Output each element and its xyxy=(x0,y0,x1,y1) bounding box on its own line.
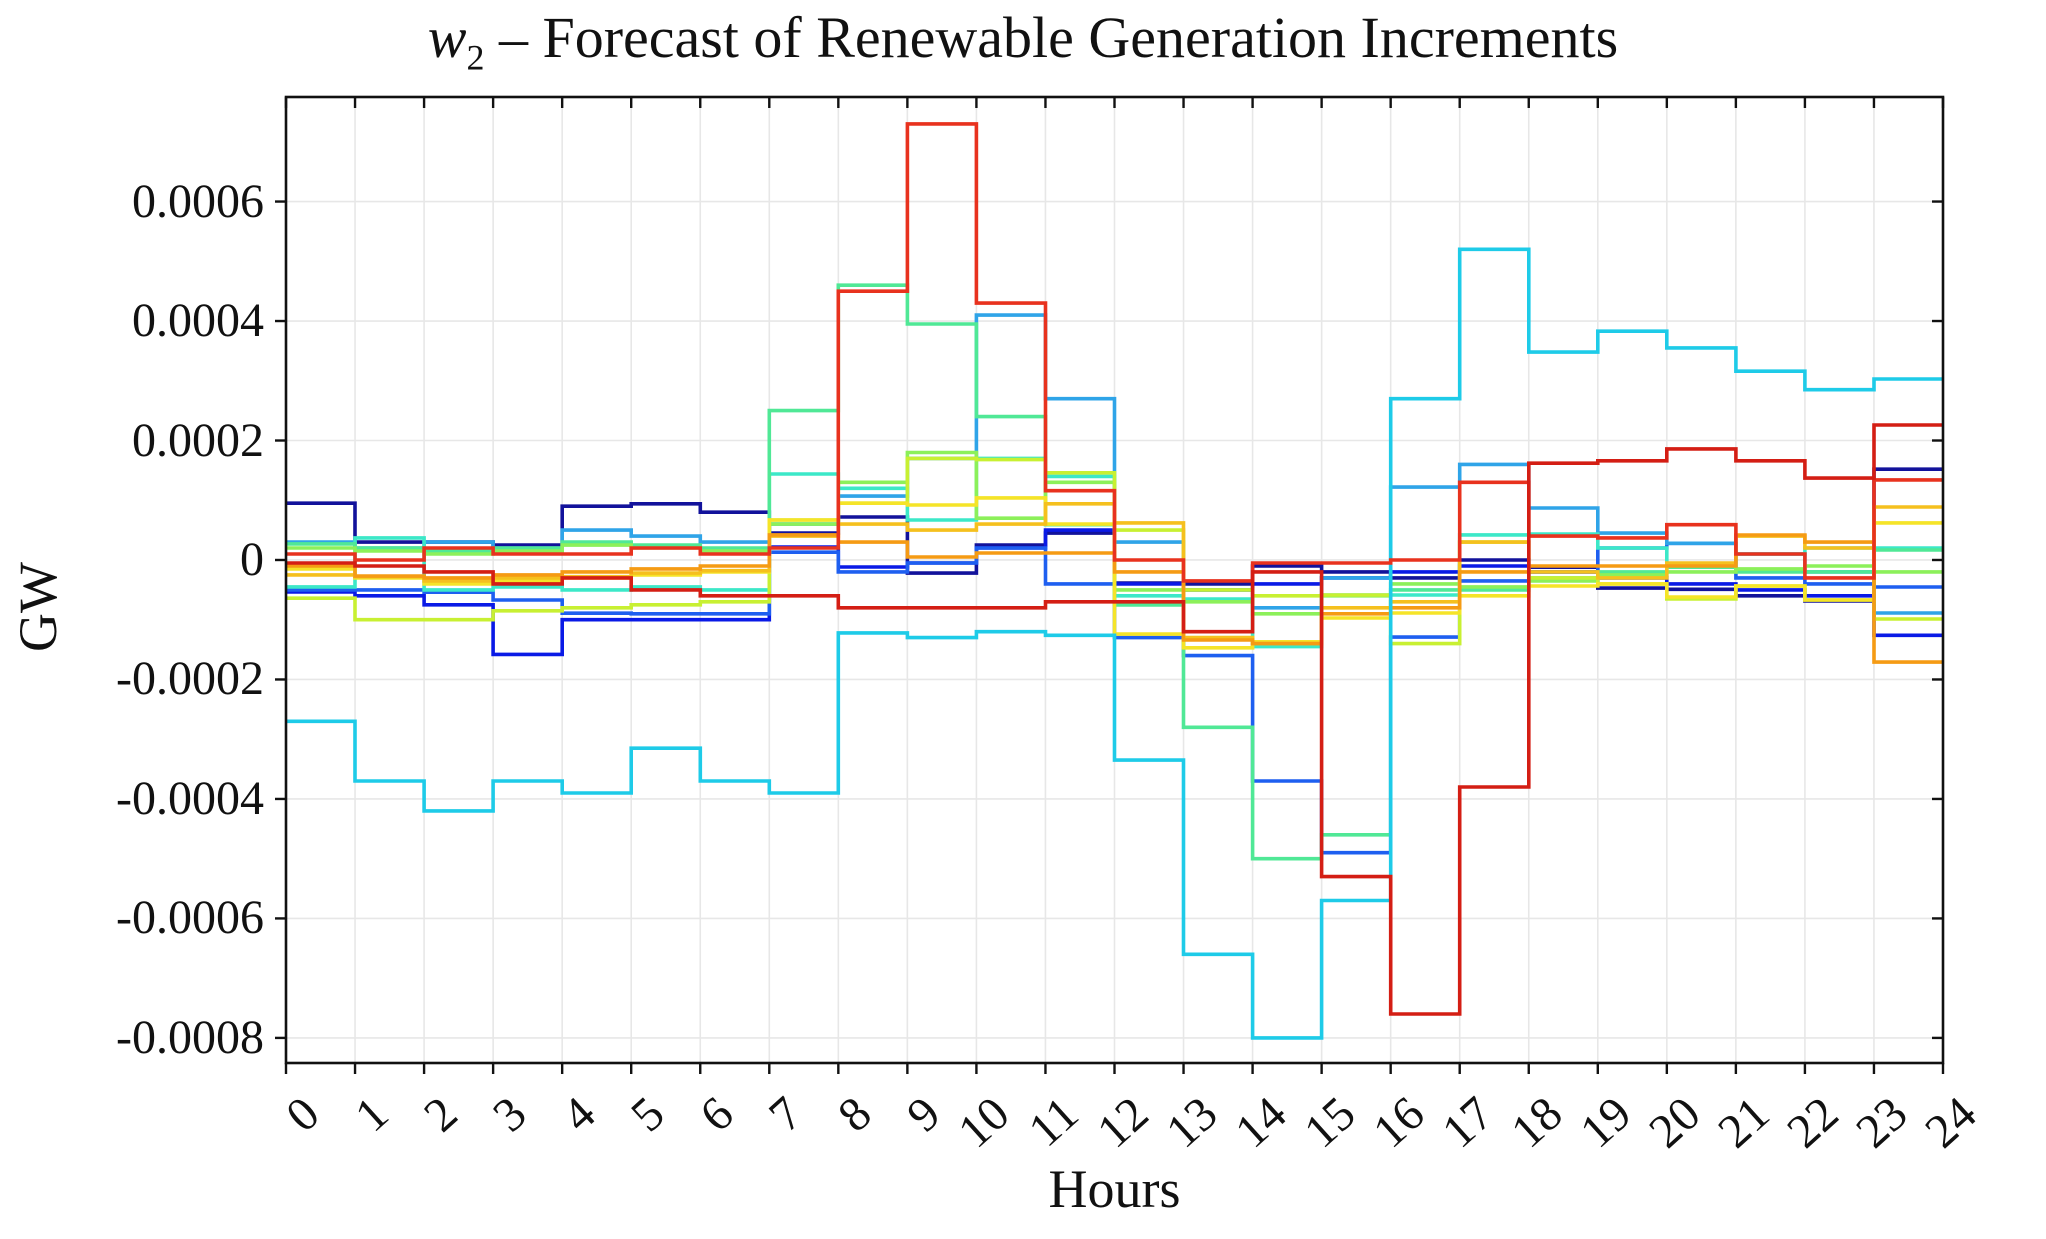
title-variable: w xyxy=(427,5,467,70)
y-tick-label: 0.0006 xyxy=(132,174,264,228)
chart-title: w2 – Forecast of Renewable Generation In… xyxy=(0,4,2046,76)
y-tick-label: -0.0006 xyxy=(116,891,264,945)
series-crimson-line xyxy=(286,423,1943,1016)
y-tick-label: -0.0004 xyxy=(116,771,264,825)
title-text: – Forecast of Renewable Generation Incre… xyxy=(484,5,1619,70)
x-axis-label: Hours xyxy=(1048,1159,1181,1219)
series-medium-blue-line xyxy=(286,528,1943,657)
series-royal-blue-line xyxy=(286,541,1943,855)
series-red-line xyxy=(286,122,1943,583)
series-aqua-line xyxy=(286,456,1943,649)
y-tick-label: 0.0002 xyxy=(132,413,264,467)
y-tick-label: -0.0002 xyxy=(116,652,264,706)
series-cyan-line xyxy=(286,247,1943,1040)
y-tick-label: 0.0004 xyxy=(132,294,264,348)
y-tick-label: -0.0008 xyxy=(116,1010,264,1064)
title-subscript: 2 xyxy=(466,37,485,78)
y-tick-label: 0 xyxy=(240,532,264,586)
